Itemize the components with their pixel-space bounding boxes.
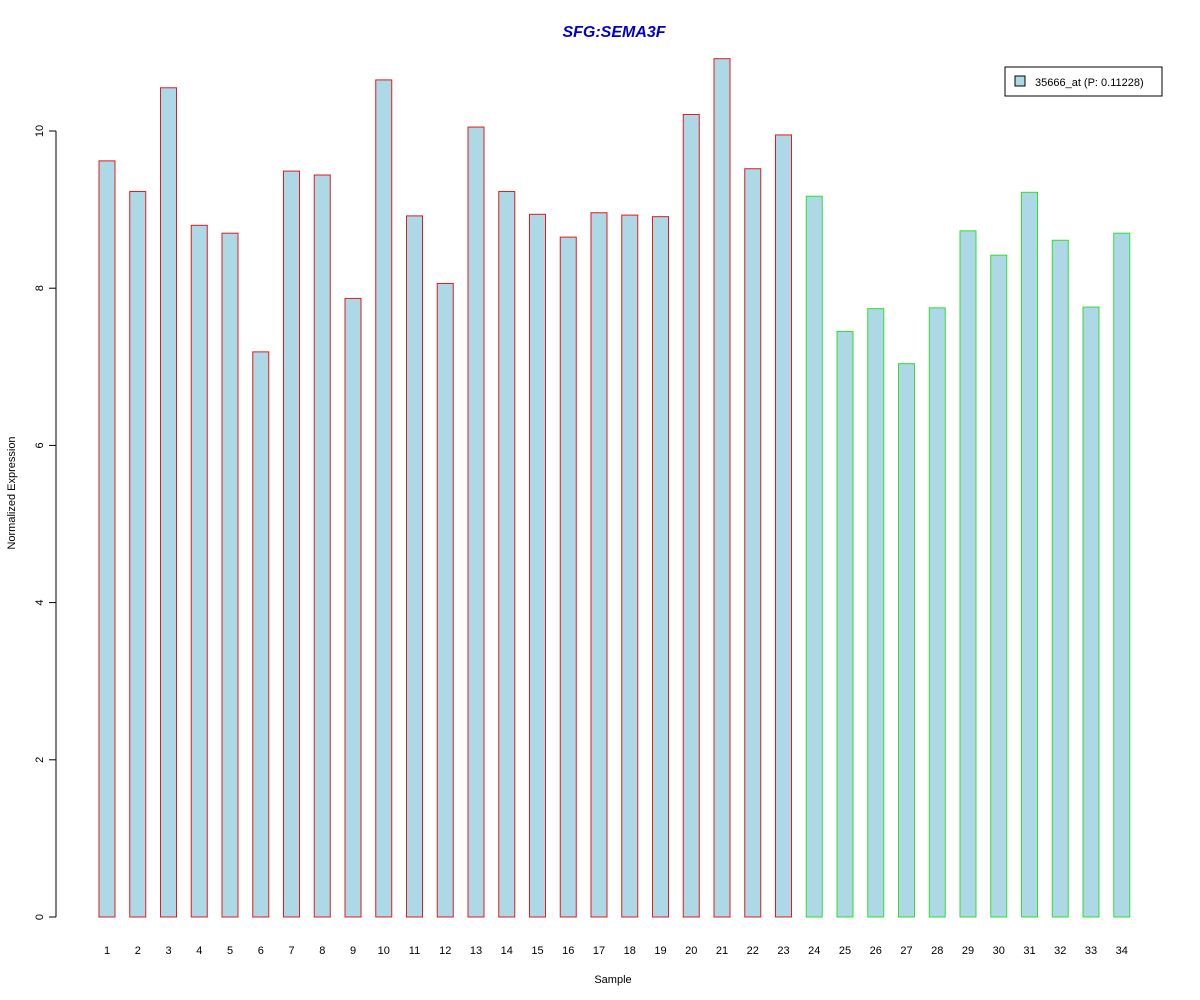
x-tick-label: 12 <box>439 945 451 957</box>
x-tick-label: 4 <box>196 945 202 957</box>
y-tick-label: 10 <box>34 125 46 137</box>
bar-sample-15 <box>529 213 546 918</box>
x-tick-label: 6 <box>258 945 264 957</box>
legend-swatch <box>1014 75 1026 87</box>
bar-sample-30 <box>990 254 1008 918</box>
bar-sample-8 <box>313 174 331 918</box>
x-tick-label: 17 <box>593 945 605 957</box>
x-tick-label: 34 <box>1116 945 1128 957</box>
y-tick-label: 4 <box>34 600 46 606</box>
x-tick-label: 30 <box>993 945 1005 957</box>
bar-sample-14 <box>498 191 516 918</box>
bar-sample-28 <box>928 307 946 918</box>
chart-title: SFG:SEMA3F <box>562 24 666 41</box>
y-axis: 0 2 4 6 8 10 <box>34 125 57 920</box>
legend: 35666_at (P: 0.11228) <box>1004 66 1163 97</box>
x-tick-label: 16 <box>562 945 574 957</box>
y-tick-label: 8 <box>34 285 46 291</box>
x-tick-label: 20 <box>685 945 697 957</box>
x-tick-label: 8 <box>319 945 325 957</box>
x-tick-label: 7 <box>288 945 294 957</box>
x-tick-label: 19 <box>654 945 666 957</box>
bar-sample-22 <box>744 168 762 918</box>
x-tick-label: 14 <box>501 945 513 957</box>
x-tick-label: 3 <box>165 945 171 957</box>
x-tick-label: 9 <box>350 945 356 957</box>
x-axis-tick-labels: 1 2 3 4 5 6 7 8 9 10 11 12 13 14 15 16 17 18 19 20 21 22 23 24 2… <box>104 945 1128 957</box>
bar-sample-26 <box>867 308 885 918</box>
bar-sample-19 <box>652 216 669 918</box>
legend-box <box>1004 66 1163 97</box>
x-tick-label: 11 <box>409 945 420 957</box>
bar-sample-21 <box>713 58 731 918</box>
bar-sample-9 <box>344 297 362 918</box>
x-tick-label: 23 <box>777 945 789 957</box>
legend-label: 35666_at (P: 0.11228) <box>1035 77 1144 89</box>
y-tick-label: 0 <box>34 914 46 920</box>
bar-sample-3 <box>160 87 177 918</box>
bar-sample-7 <box>283 170 300 918</box>
x-tick-label: 1 <box>104 945 110 957</box>
x-tick-label: 22 <box>747 945 759 957</box>
x-tick-label: 13 <box>470 945 482 957</box>
y-tick-label: 2 <box>34 757 46 763</box>
bar-sample-27 <box>898 363 915 918</box>
bar-sample-34 <box>1113 232 1131 918</box>
x-tick-label: 27 <box>900 945 912 957</box>
x-axis-label: Sample <box>594 974 631 986</box>
bar-sample-32 <box>1051 239 1069 918</box>
x-tick-label: 25 <box>839 945 851 957</box>
x-tick-label: 18 <box>624 945 636 957</box>
bar-sample-17 <box>590 212 608 918</box>
x-tick-label: 31 <box>1023 945 1035 957</box>
bar-sample-10 <box>375 79 393 918</box>
bar-sample-2 <box>129 191 147 918</box>
bars-group <box>98 58 1131 918</box>
bar-sample-24 <box>805 195 823 918</box>
bar-sample-5 <box>221 232 239 918</box>
x-tick-label: 10 <box>378 945 390 957</box>
bar-sample-6 <box>252 351 270 918</box>
x-tick-label: 32 <box>1054 945 1066 957</box>
bar-sample-1 <box>98 160 116 918</box>
x-tick-label: 33 <box>1085 945 1097 957</box>
x-tick-label: 21 <box>716 945 728 957</box>
bar-sample-20 <box>682 113 700 918</box>
bar-sample-33 <box>1082 306 1100 918</box>
x-tick-label: 5 <box>227 945 233 957</box>
y-axis-label: Normalized Expression <box>6 436 18 549</box>
bar-sample-29 <box>959 230 977 918</box>
x-tick-label: 2 <box>135 945 141 957</box>
x-tick-label: 28 <box>931 945 943 957</box>
y-tick-label: 6 <box>34 442 46 448</box>
bar-sample-13 <box>467 126 485 918</box>
bar-sample-31 <box>1021 191 1038 918</box>
bar-sample-16 <box>559 236 577 918</box>
bar-sample-18 <box>621 214 639 918</box>
bar-sample-25 <box>836 330 854 918</box>
bar-sample-11 <box>406 215 423 918</box>
x-tick-label: 29 <box>962 945 974 957</box>
x-tick-label: 26 <box>870 945 882 957</box>
x-tick-label: 24 <box>808 945 820 957</box>
bar-sample-4 <box>190 224 208 918</box>
bar-sample-23 <box>775 134 792 918</box>
x-tick-label: 15 <box>531 945 543 957</box>
bar-sample-12 <box>436 282 454 918</box>
